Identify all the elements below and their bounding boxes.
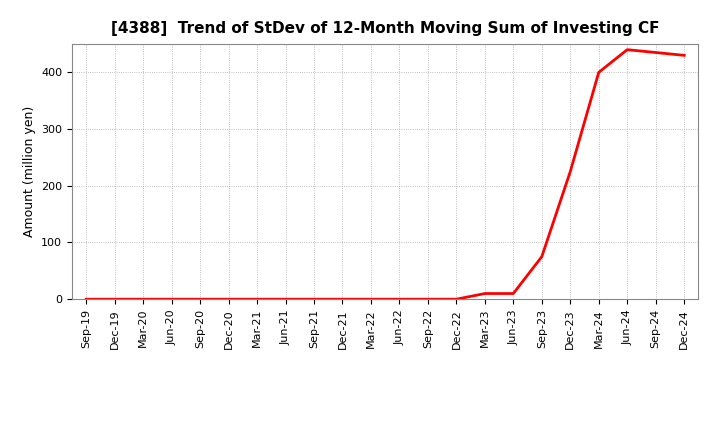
3 Years [167,297,176,302]
Line: 3 Years: 3 Years [86,50,684,299]
Y-axis label: Amount (million yen): Amount (million yen) [22,106,35,237]
3 Years [310,297,318,302]
3 Years [509,291,518,296]
3 Years [566,169,575,174]
3 Years [196,297,204,302]
3 Years [452,297,461,302]
3 Years [338,297,347,302]
3 Years [225,297,233,302]
3 Years [423,297,432,302]
3 Years [480,291,489,296]
3 Years [253,297,261,302]
3 Years [652,50,660,55]
3 Years [537,254,546,259]
Legend: 3 Years, 5 Years, 7 Years, 10 Years: 3 Years, 5 Years, 7 Years, 10 Years [166,438,604,440]
3 Years [366,297,375,302]
3 Years [395,297,404,302]
3 Years [623,47,631,52]
Title: [4388]  Trend of StDev of 12-Month Moving Sum of Investing CF: [4388] Trend of StDev of 12-Month Moving… [111,21,660,36]
3 Years [595,70,603,75]
3 Years [680,53,688,58]
3 Years [282,297,290,302]
3 Years [110,297,119,302]
3 Years [82,297,91,302]
3 Years [139,297,148,302]
